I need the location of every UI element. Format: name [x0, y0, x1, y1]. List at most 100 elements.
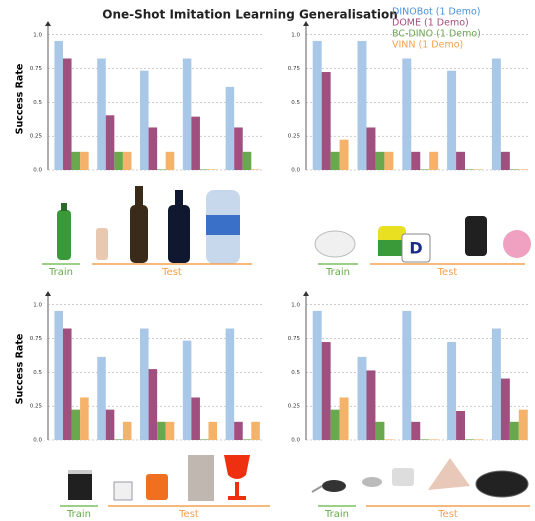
bar: [114, 151, 123, 170]
y-axis-label: Success Rate: [15, 64, 26, 135]
bar: [191, 397, 200, 440]
bar: [140, 70, 149, 170]
test-label: Test: [437, 509, 458, 520]
bar: [165, 151, 175, 170]
bar: [251, 169, 260, 170]
y-tick-label: 0.0: [33, 438, 42, 444]
y-tick-label: 0.5: [33, 100, 42, 106]
y-tick-label: 0.25: [30, 134, 43, 140]
bar: [114, 439, 123, 440]
bar: [312, 40, 322, 170]
train-label: Train: [325, 267, 350, 278]
bar: [429, 439, 439, 440]
bar: [447, 342, 457, 440]
y-tick-label: 0.25: [30, 404, 43, 410]
legend-entry: DOME (1 Demo): [392, 18, 469, 29]
test-label: Test: [437, 267, 458, 278]
objects-cups: [68, 455, 250, 501]
bar: [62, 328, 72, 440]
test-label: Test: [161, 267, 182, 278]
bar: [54, 310, 63, 440]
bar: [420, 169, 430, 170]
bar: [71, 151, 81, 170]
y-tick-label: 0.0: [33, 168, 42, 174]
bar: [375, 421, 385, 440]
y-axis-arrow: [303, 291, 309, 296]
legend-entry: DINOBot (1 Demo): [392, 7, 480, 18]
bar: [140, 328, 149, 440]
bar: [518, 409, 528, 440]
bar: [500, 151, 510, 170]
bar: [411, 151, 421, 170]
bar: [357, 356, 367, 440]
bar: [54, 40, 63, 170]
bar: [456, 411, 466, 440]
bar: [80, 151, 89, 170]
y-tick-label: 0.5: [33, 370, 42, 376]
bar: [225, 86, 235, 170]
bar: [251, 421, 260, 440]
bar: [242, 439, 252, 440]
bar: [429, 151, 439, 170]
bar: [384, 439, 394, 440]
y-tick-label: 0.5: [291, 100, 300, 106]
bar: [321, 342, 331, 440]
y-axis-label: Success Rate: [15, 334, 26, 405]
bar: [384, 151, 394, 170]
bar: [420, 439, 430, 440]
bar: [242, 151, 252, 170]
y-tick-label: 0.75: [288, 336, 301, 342]
objects-bottles: [57, 186, 240, 264]
bar: [71, 409, 81, 440]
bar: [148, 127, 158, 170]
bar: [402, 310, 412, 440]
bar: [234, 421, 243, 440]
bar: [122, 151, 132, 170]
objects-mugs: D: [314, 216, 531, 263]
bar: [518, 169, 528, 170]
train-label: Train: [324, 509, 349, 520]
legend-entry: BC-DINO (1 Demo): [392, 29, 481, 40]
bar: [191, 116, 200, 170]
bar: [62, 58, 72, 170]
train-label: Train: [66, 509, 91, 520]
objects-pans: [311, 458, 529, 498]
bar: [105, 115, 115, 170]
y-tick-label: 0.5: [291, 370, 300, 376]
y-tick-label: 0.25: [288, 134, 301, 140]
bar: [339, 139, 349, 170]
bar: [375, 151, 385, 170]
bar: [339, 397, 349, 440]
bar: [491, 328, 501, 440]
bar: [208, 169, 218, 170]
bar: [465, 439, 474, 440]
bar: [105, 409, 115, 440]
svg-text:D: D: [409, 239, 422, 258]
bar: [456, 151, 466, 170]
bar: [157, 421, 166, 440]
bar: [509, 169, 519, 170]
bar: [357, 40, 367, 170]
y-tick-label: 0.0: [291, 168, 300, 174]
bar: [402, 58, 412, 170]
bar: [165, 421, 175, 440]
y-tick-label: 0.75: [288, 66, 301, 72]
bar: [225, 328, 235, 440]
bar: [80, 397, 89, 440]
bar: [157, 169, 166, 170]
train-label: Train: [48, 267, 73, 278]
y-tick-label: 1.0: [33, 32, 42, 38]
bar: [465, 169, 474, 170]
bar: [148, 369, 158, 440]
bar: [500, 378, 510, 440]
bar: [199, 169, 209, 170]
test-label: Test: [178, 509, 199, 520]
y-axis-arrow: [303, 21, 309, 26]
bar: [97, 356, 106, 440]
bar: [199, 439, 209, 440]
bar: [474, 439, 483, 440]
y-axis-arrow: [45, 21, 51, 26]
legend-entry: VINN (1 Demo): [392, 40, 463, 51]
